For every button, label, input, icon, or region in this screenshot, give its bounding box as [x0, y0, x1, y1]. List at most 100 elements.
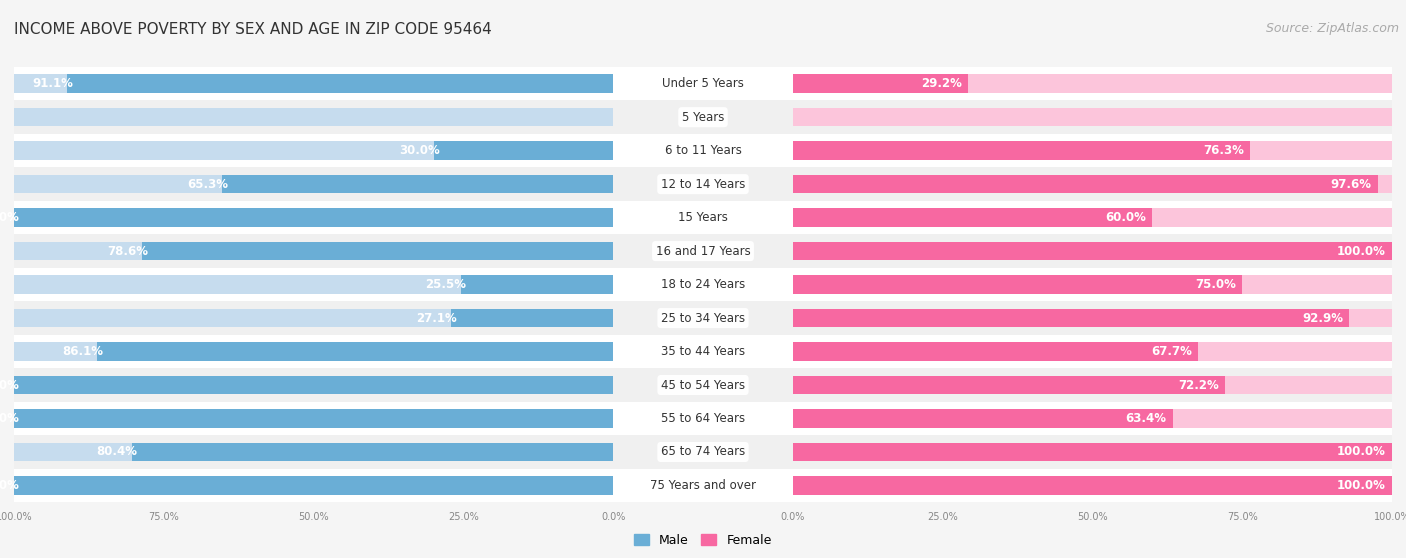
Bar [14, 443, 613, 461]
Bar [433, 141, 613, 160]
Bar [0, 201, 1406, 234]
Bar [0, 402, 1406, 435]
Text: 29.2%: 29.2% [921, 77, 962, 90]
Bar [793, 275, 1392, 294]
Bar [0, 268, 1406, 301]
Bar [132, 443, 613, 461]
Bar [0, 469, 1406, 502]
Bar [97, 342, 613, 360]
Bar [793, 175, 1392, 193]
Text: 65.3%: 65.3% [187, 177, 228, 191]
Bar [0, 234, 1406, 268]
Bar [14, 342, 613, 360]
Bar [67, 74, 613, 93]
Text: 6 to 11 Years: 6 to 11 Years [665, 144, 741, 157]
Text: 76.3%: 76.3% [1204, 144, 1244, 157]
Bar [14, 242, 613, 260]
Bar [14, 376, 613, 394]
Bar [793, 309, 1392, 327]
Bar [222, 175, 613, 193]
Text: 67.7%: 67.7% [1152, 345, 1192, 358]
Bar [793, 376, 1392, 394]
Bar [0, 435, 1406, 469]
Bar [0, 67, 1406, 100]
Bar [0, 435, 1406, 469]
Bar [0, 167, 1406, 201]
Bar [793, 175, 1378, 193]
Bar [142, 242, 613, 260]
Text: 12 to 14 Years: 12 to 14 Years [661, 177, 745, 191]
Text: 30.0%: 30.0% [399, 144, 440, 157]
Text: 65 to 74 Years: 65 to 74 Years [661, 445, 745, 459]
Bar [793, 208, 1152, 227]
Bar [0, 368, 1406, 402]
Text: 27.1%: 27.1% [416, 311, 457, 325]
Bar [0, 335, 1406, 368]
Bar [0, 234, 1406, 268]
Bar [14, 208, 613, 227]
Bar [14, 376, 613, 394]
Bar [14, 476, 613, 494]
Bar [0, 167, 1406, 201]
Bar [14, 275, 613, 294]
Bar [0, 402, 1406, 435]
Bar [793, 443, 1392, 461]
Text: Under 5 Years: Under 5 Years [662, 77, 744, 90]
Bar [793, 309, 1350, 327]
Text: 100.0%: 100.0% [1337, 445, 1386, 459]
Bar [14, 476, 613, 494]
Bar [0, 268, 1406, 301]
Bar [0, 469, 1406, 502]
Text: Source: ZipAtlas.com: Source: ZipAtlas.com [1265, 22, 1399, 35]
Bar [0, 469, 1406, 502]
Text: 25 to 34 Years: 25 to 34 Years [661, 311, 745, 325]
Bar [0, 301, 1406, 335]
Bar [793, 476, 1392, 494]
Bar [0, 268, 1406, 301]
Bar [0, 435, 1406, 469]
Bar [14, 410, 613, 427]
Bar [793, 443, 1392, 461]
Text: INCOME ABOVE POVERTY BY SEX AND AGE IN ZIP CODE 95464: INCOME ABOVE POVERTY BY SEX AND AGE IN Z… [14, 22, 492, 37]
Text: 97.6%: 97.6% [1330, 177, 1372, 191]
Text: 100.0%: 100.0% [0, 412, 20, 425]
Bar [0, 67, 1406, 100]
Text: 5 Years: 5 Years [682, 110, 724, 124]
Bar [0, 301, 1406, 335]
Bar [793, 242, 1392, 260]
Bar [14, 410, 613, 427]
Bar [0, 368, 1406, 402]
Bar [0, 335, 1406, 368]
Bar [0, 134, 1406, 167]
Bar [793, 476, 1392, 494]
Text: 63.4%: 63.4% [1126, 412, 1167, 425]
Text: 100.0%: 100.0% [1337, 244, 1386, 258]
Bar [793, 141, 1250, 160]
Bar [793, 376, 1225, 394]
Bar [793, 74, 1392, 93]
Bar [793, 342, 1392, 360]
Text: 45 to 54 Years: 45 to 54 Years [661, 378, 745, 392]
Text: 18 to 24 Years: 18 to 24 Years [661, 278, 745, 291]
Bar [0, 402, 1406, 435]
Text: 75 Years and over: 75 Years and over [650, 479, 756, 492]
Bar [793, 410, 1173, 427]
Text: 100.0%: 100.0% [1337, 479, 1386, 492]
Bar [793, 141, 1392, 160]
Bar [0, 234, 1406, 268]
Text: 80.4%: 80.4% [97, 445, 138, 459]
Text: 100.0%: 100.0% [0, 479, 20, 492]
Bar [0, 100, 1406, 134]
Text: 16 and 17 Years: 16 and 17 Years [655, 244, 751, 258]
Bar [793, 410, 1392, 427]
Legend: Male, Female: Male, Female [630, 529, 776, 552]
Text: 55 to 64 Years: 55 to 64 Years [661, 412, 745, 425]
Bar [0, 67, 1406, 100]
Bar [14, 208, 613, 227]
Bar [14, 309, 613, 327]
Bar [793, 342, 1198, 360]
Bar [0, 368, 1406, 402]
Bar [451, 309, 613, 327]
Text: 86.1%: 86.1% [62, 345, 104, 358]
Text: 100.0%: 100.0% [0, 378, 20, 392]
